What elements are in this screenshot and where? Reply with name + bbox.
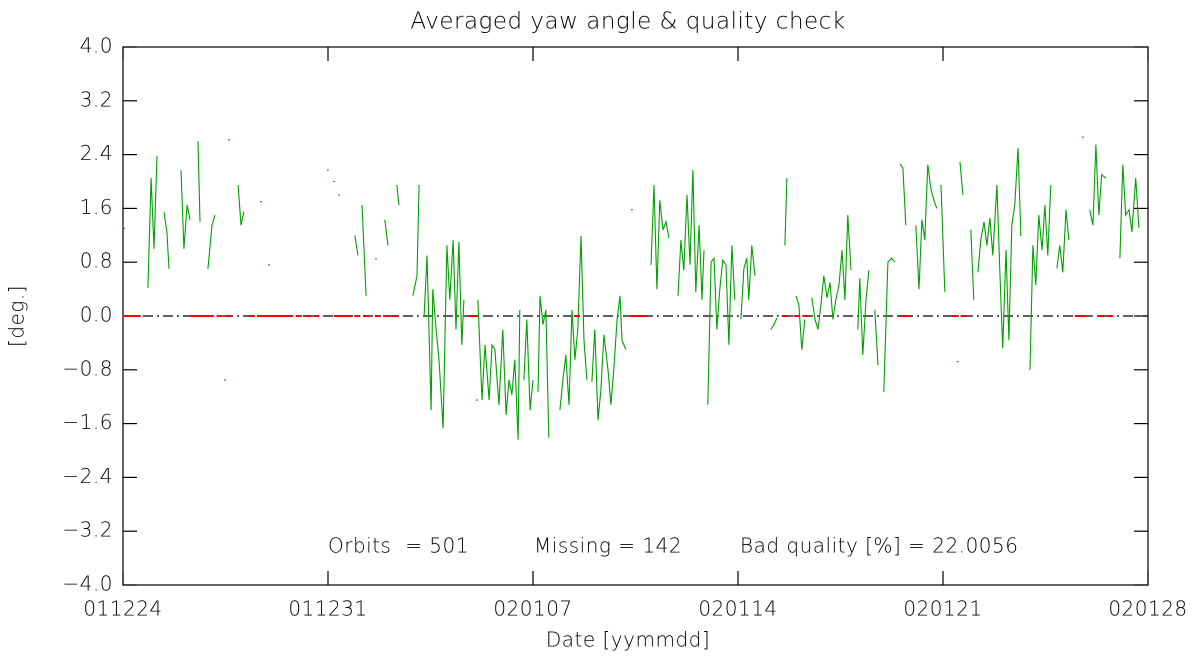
annotation: Orbits = 501 — [328, 534, 469, 558]
y-axis-label: [deg.] — [5, 285, 29, 347]
x-tick-label: 020107 — [493, 597, 572, 621]
y-tick-label: −1.6 — [62, 410, 113, 434]
y-tick-label: 2.4 — [80, 141, 113, 165]
y-tick-label: 3.2 — [80, 87, 113, 111]
x-tick-label: 020128 — [1108, 597, 1187, 621]
annotation: Bad quality [%] = 22.0056 — [740, 534, 1018, 558]
yaw-line — [123, 136, 1140, 440]
y-tick-label: −2.4 — [62, 464, 113, 488]
x-axis-label: Date [yymmdd] — [546, 628, 710, 652]
x-tick-label: 011224 — [83, 597, 162, 621]
x-tick-label: 020121 — [903, 597, 982, 621]
x-tick-label: 020114 — [698, 597, 777, 621]
y-tick-label: 4.0 — [80, 34, 113, 58]
y-tick-label: 0.0 — [80, 303, 113, 327]
x-tick-label: 011231 — [288, 597, 367, 621]
y-tick-label: 0.8 — [80, 249, 113, 273]
y-tick-label: 1.6 — [80, 195, 113, 219]
y-tick-label: −4.0 — [62, 572, 113, 596]
y-tick-label: −3.2 — [62, 518, 113, 542]
y-tick-label: −0.8 — [62, 356, 113, 380]
annotation: Missing = 142 — [534, 534, 682, 558]
chart-title: Averaged yaw angle & quality check — [410, 9, 845, 35]
